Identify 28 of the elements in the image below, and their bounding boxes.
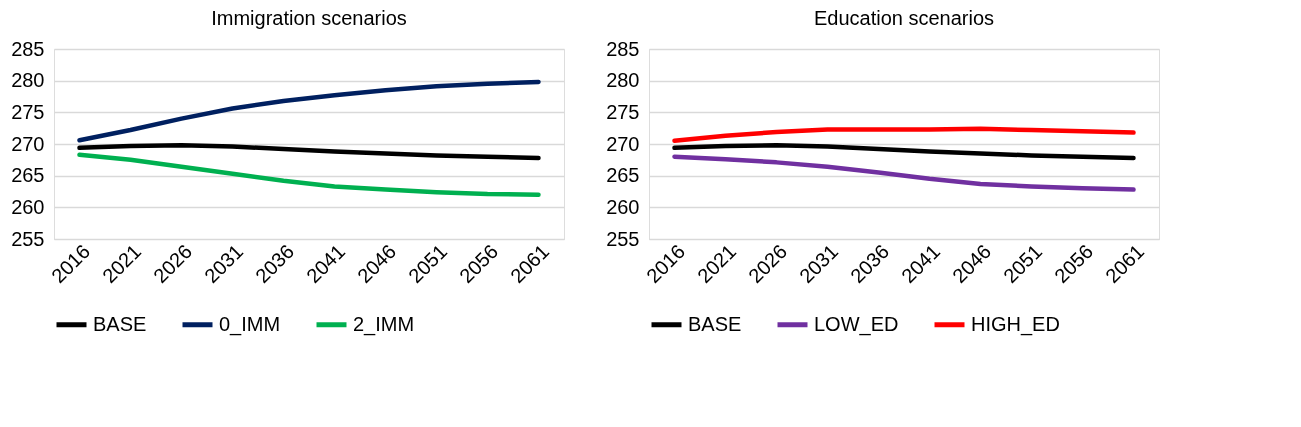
y-tick-label: 280	[606, 69, 640, 92]
y-tick-label: 285	[11, 37, 45, 60]
y-tick-label: 270	[11, 132, 45, 155]
legend-label: 2_IMM	[353, 312, 415, 336]
y-tick-label: 280	[11, 69, 45, 92]
y-tick-label: 265	[606, 164, 640, 187]
line-series	[672, 143, 1136, 161]
y-tick-label: 275	[11, 100, 45, 123]
legend-label: BASE	[93, 312, 147, 335]
legend-label: LOW_ED	[814, 312, 899, 336]
y-tick-label: 260	[606, 195, 640, 218]
legend-label: BASE	[688, 312, 742, 335]
legend-label: HIGH_ED	[971, 312, 1060, 336]
line-series	[77, 79, 541, 143]
y-tick-label: 265	[11, 164, 45, 187]
chart-title: Immigration scenarios	[211, 7, 407, 29]
legend-label: 0_IMM	[219, 312, 281, 336]
y-tick-label: 285	[606, 37, 640, 60]
chart-title: Education scenarios	[813, 7, 995, 29]
y-tick-label: 255	[606, 227, 640, 250]
line-series	[672, 126, 1136, 144]
line-series	[77, 152, 541, 197]
y-tick-label: 270	[606, 132, 640, 155]
y-tick-label: 260	[11, 195, 45, 218]
y-tick-label: 255	[11, 227, 45, 250]
line-series	[672, 154, 1136, 192]
line-series	[77, 143, 541, 161]
y-tick-label: 275	[606, 100, 640, 123]
